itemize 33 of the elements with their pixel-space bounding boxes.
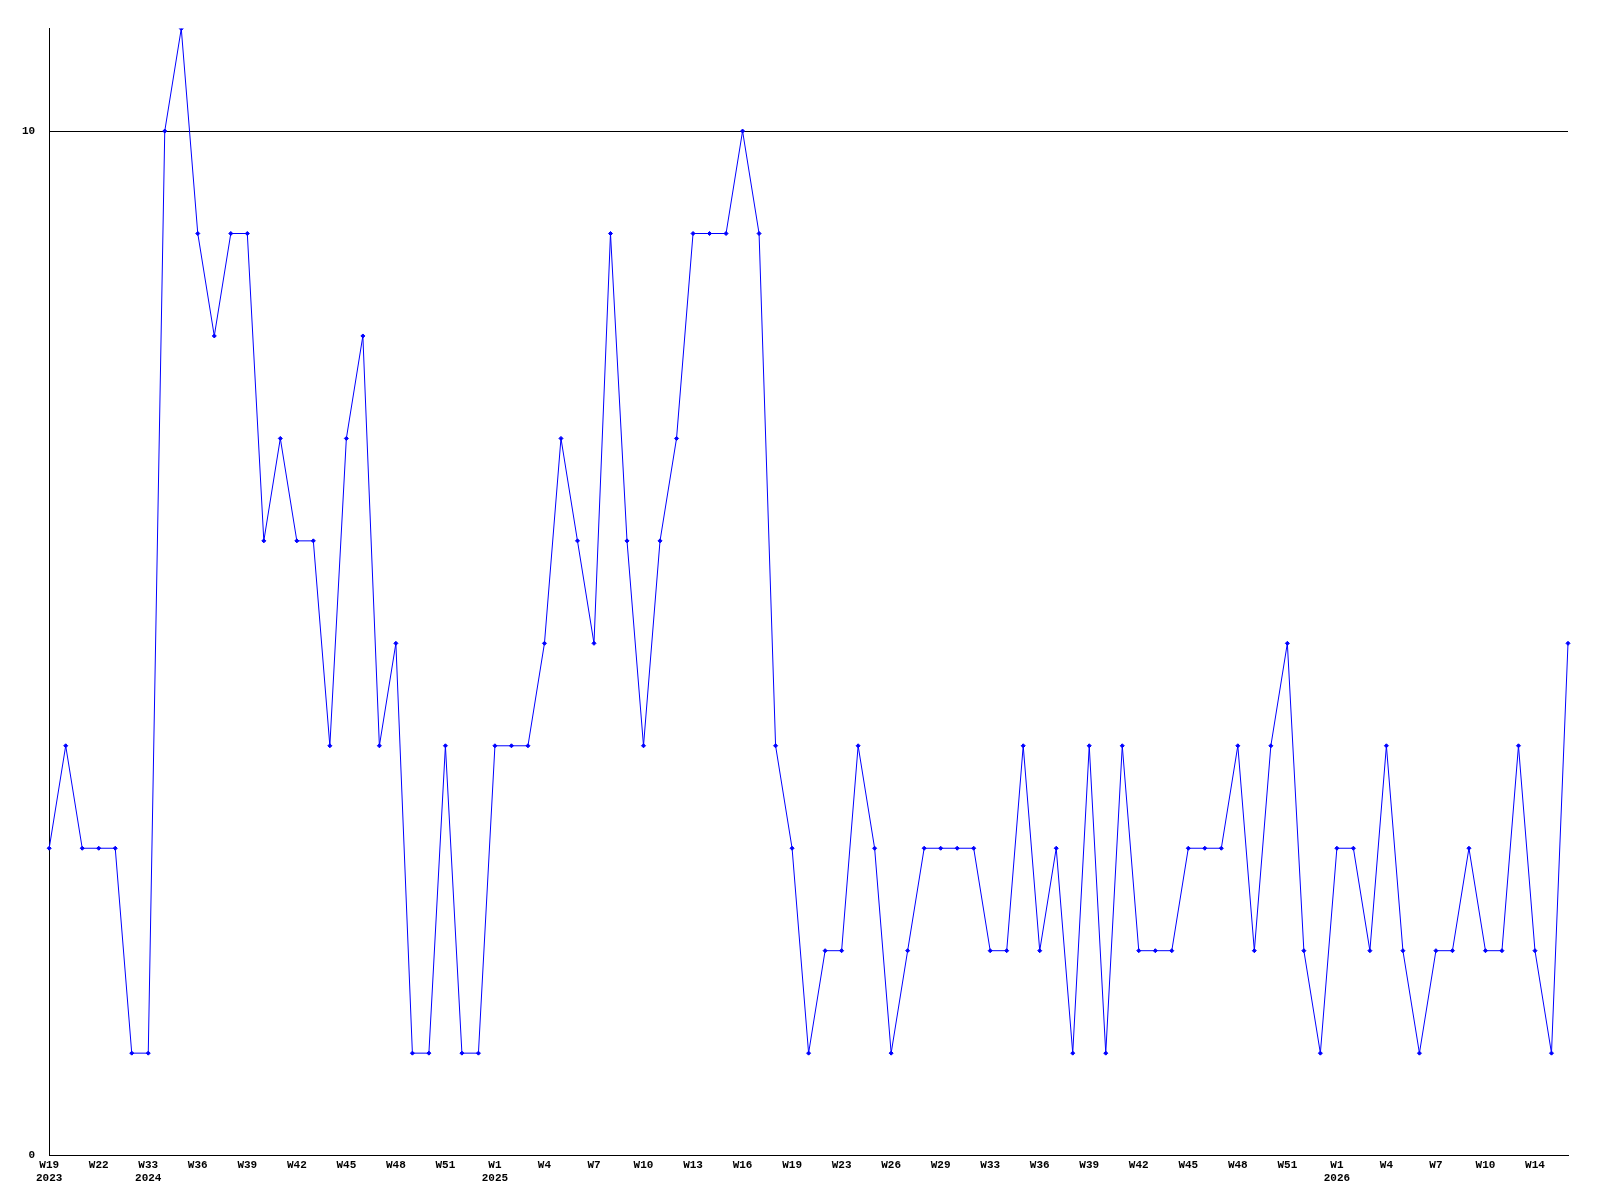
x-tick-label: W45 — [1178, 1158, 1199, 1171]
x-tick-label: W29 — [930, 1158, 951, 1171]
x-tick-label: W7 — [1429, 1158, 1443, 1171]
x-tick-label: W36 — [187, 1158, 208, 1171]
x-tick-label: W13 — [683, 1158, 704, 1171]
x-tick-label: W48 — [385, 1158, 407, 1171]
x-tick-label: W39 — [237, 1158, 258, 1171]
x-tick-label: W42 — [286, 1158, 307, 1171]
x-tick-label: W10 — [633, 1158, 654, 1171]
x-tick-label: W4 — [537, 1158, 552, 1171]
x-tick-label: W14 — [1525, 1158, 1546, 1171]
x-tick-label: W42 — [1128, 1158, 1149, 1171]
x-tick-label: W51 — [1277, 1158, 1298, 1171]
x-tick-label: W19 2023 — [36, 1158, 63, 1185]
x-tick-label: W26 — [881, 1158, 902, 1171]
x-tick-label: W51 — [435, 1158, 456, 1171]
x-tick-label: W39 — [1079, 1158, 1100, 1171]
x-tick-label: W33 2024 — [135, 1158, 162, 1185]
x-tick-label: W23 — [831, 1158, 852, 1171]
y-tick-label: 10 — [22, 124, 36, 137]
x-tick-label: W4 — [1379, 1158, 1394, 1171]
x-tick-label: W1 2026 — [1323, 1158, 1351, 1185]
x-tick-label: W16 — [732, 1158, 753, 1171]
x-tick-label: W19 — [782, 1158, 802, 1171]
y-tick-label: 0 — [28, 1149, 36, 1162]
x-tick-label: W48 — [1227, 1158, 1249, 1171]
x-tick-label: W22 — [88, 1158, 109, 1171]
x-tick-label: W36 — [1029, 1158, 1050, 1171]
x-tick-label: W10 — [1475, 1158, 1496, 1171]
x-tick-label: W45 — [336, 1158, 357, 1171]
x-tick-label: W33 — [980, 1158, 1001, 1171]
x-tick-label: W1 2025 — [481, 1158, 509, 1185]
x-tick-label: W7 — [587, 1158, 601, 1171]
